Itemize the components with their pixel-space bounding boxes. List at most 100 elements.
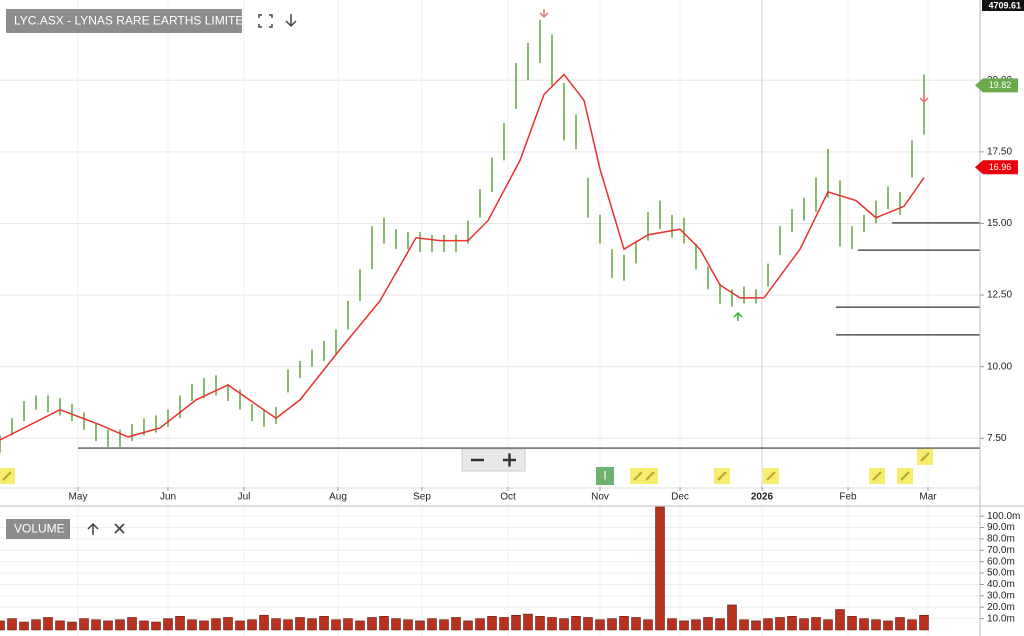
x-tick-label: May [69, 492, 88, 503]
volume-bar [451, 617, 461, 631]
volume-bar [55, 620, 65, 631]
y-tick-label: 17.50 [987, 146, 1012, 157]
volume-bar [91, 619, 101, 631]
volume-bar [571, 616, 581, 631]
index-box [982, 0, 1024, 11]
volume-title: VOLUME [14, 522, 65, 536]
index-value: 4709.61 [988, 0, 1021, 10]
event-icons [0, 449, 933, 484]
zoom-controls [461, 448, 526, 472]
volume-bar [487, 616, 497, 631]
volume-bar [535, 616, 545, 631]
zoom-in[interactable] [503, 453, 516, 467]
note-icon-pen [872, 471, 882, 481]
x-tick-label: Jun [160, 492, 176, 503]
y-tick-label: 20.0m [987, 602, 1015, 613]
note-icon-pen [766, 471, 776, 481]
volume-bar [607, 618, 617, 631]
volume-bar [523, 613, 533, 631]
y-tick-label: 30.0m [987, 590, 1015, 601]
volume-bar [643, 619, 653, 631]
price-tag [975, 78, 1018, 93]
volume-bar [739, 619, 749, 631]
volume-bar [751, 620, 761, 631]
volume-bar [7, 618, 17, 631]
volume-bar [499, 617, 509, 631]
volume-bar [103, 620, 113, 631]
price-tag-label: 16.96 [989, 162, 1012, 172]
volume-bar [787, 616, 797, 631]
volume-bar [511, 614, 521, 631]
y-tick-label: 15.00 [987, 218, 1012, 229]
move-up-icon[interactable] [87, 522, 99, 535]
volume-bar [355, 620, 365, 631]
volume-bar [691, 619, 701, 631]
volume-bar [667, 618, 677, 631]
price-tag-label: 19.82 [989, 80, 1012, 90]
volume-bar [559, 618, 569, 631]
marks [0, 20, 980, 631]
y-tick-label: 60.0m [987, 556, 1015, 567]
x-tick-label: Mar [919, 492, 937, 503]
volume-bar [307, 618, 317, 631]
volume-bar [0, 620, 5, 631]
volume-bar [43, 617, 53, 631]
close-icon[interactable] [114, 523, 125, 534]
sell-signal [539, 9, 929, 104]
volume-bar [475, 618, 485, 631]
volume-bar [631, 617, 641, 631]
y-tick-label: 10.00 [987, 361, 1012, 372]
y-tick-label: 90.0m [987, 522, 1015, 533]
volume-bar [883, 620, 893, 631]
volume-bar [427, 618, 437, 631]
volume-bar [679, 620, 689, 631]
x-tick-label: Dec [671, 492, 689, 503]
volume-bar [247, 619, 257, 631]
y-tick-label: 50.0m [987, 568, 1015, 579]
expand-icon[interactable] [258, 14, 273, 28]
volume-bar [235, 620, 245, 631]
x-tick-label: Oct [500, 492, 516, 503]
volume-bar [115, 619, 125, 631]
note-icon-pen [920, 452, 930, 462]
volume-bar [811, 617, 821, 631]
volume-bar [259, 614, 269, 631]
volume-bar [175, 616, 185, 631]
volume-bar [319, 616, 329, 631]
y-tick-label: 40.0m [987, 579, 1015, 590]
volume-bar [79, 618, 89, 631]
volume-bar [19, 621, 29, 631]
volume-bar [835, 609, 845, 631]
volume-bar [895, 617, 905, 631]
volume-bar [151, 621, 161, 631]
volume-bar [367, 617, 377, 631]
title-box [6, 9, 242, 33]
volume-bar [799, 618, 809, 631]
event-label: I [603, 469, 606, 483]
volume-bar [343, 618, 353, 631]
volume-bar [283, 619, 293, 631]
volume-bar [295, 617, 305, 631]
y-tick-label: 7.50 [987, 433, 1007, 444]
y-tick-label: 10.0m [987, 613, 1015, 624]
volume-bar [655, 506, 665, 631]
x-tick-label: Aug [329, 492, 347, 503]
x-tick-label: Sep [413, 492, 431, 503]
volume-bar [403, 619, 413, 631]
download-icon[interactable] [285, 14, 297, 28]
volume-bar [415, 620, 425, 631]
x-tick-label: Nov [591, 492, 609, 503]
volume-bar [907, 619, 917, 631]
volume-bar [715, 618, 725, 631]
volume-bar [463, 620, 473, 631]
x-tick-label: 2026 [751, 492, 774, 503]
y-tick-label: 100.0m [987, 511, 1020, 522]
volume-bar [271, 618, 281, 631]
event-box[interactable] [596, 467, 614, 485]
volume-bar [439, 619, 449, 631]
volume-bar [67, 621, 77, 631]
note-icon-pen [717, 471, 727, 481]
price-tag [975, 160, 1018, 175]
